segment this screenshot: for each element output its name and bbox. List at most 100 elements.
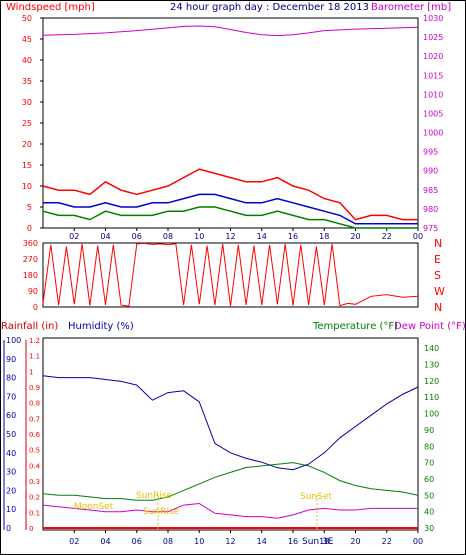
temperature-axis-title: Temperature (°F) (312, 321, 398, 332)
bottom-time-tick-label: 12 (225, 537, 235, 546)
wind-direction-line (42, 242, 419, 307)
bottom-time-tick-label: 14 (257, 537, 267, 546)
sunset-annotation: SunSet (300, 492, 332, 502)
bottom-time-tick-label: 04 (100, 537, 110, 546)
barometer-tick-label: 1000 (423, 129, 443, 138)
windspeed-tick-label: 50 (22, 14, 32, 23)
bottom-time-tick-label: 20 (350, 537, 360, 546)
rain-tick-label: 1 (29, 368, 33, 376)
direction-degree-tick-label: 360 (23, 239, 38, 248)
windspeed-tick-label: 0 (27, 224, 32, 233)
humidity-tick-label: 30 (6, 468, 16, 477)
barometer-tick-label: 1030 (423, 14, 443, 23)
barometer-tick-label: 1015 (423, 71, 443, 80)
bottom-time-tick-labels: 02 04 06 08 10 12 14 16 18 20 22 00 (69, 530, 423, 546)
barometer-tick-label: 980 (423, 205, 438, 214)
wind-time-tick-labels: 02 04 06 08 10 12 14 16 18 20 22 00 (69, 228, 423, 241)
humidity-line (42, 375, 419, 471)
windspeed-axis-title: Windspeed [mph] (6, 2, 95, 13)
barometer-tick-labels: 975 980 985 990 995 1000 1005 1010 1015 1020 1025 1… (423, 14, 443, 233)
temperature-tick-label: 140 (424, 344, 439, 353)
rain-tick-label: 0.8 (29, 400, 40, 408)
temperature-tick-labels: 30 40 50 60 70 80 90 100 110 120 130 140 (424, 344, 439, 533)
compass-letter: N (434, 237, 442, 250)
humidity-tick-label: 80 (6, 374, 16, 383)
humidity-tick-label: 50 (6, 430, 16, 439)
wind-time-tick-label: 12 (225, 232, 235, 241)
humidity-tick-label: 70 (6, 392, 16, 401)
barometer-tick-label: 1020 (423, 52, 443, 61)
windspeed-tick-label: 35 (22, 77, 32, 86)
humidity-tick-label: 100 (6, 336, 21, 345)
direction-series-group (42, 242, 419, 307)
humidity-tick-label: 0 (6, 524, 11, 533)
barometer-tick-label: 1025 (423, 33, 443, 42)
windspeed-tick-label: 5 (27, 203, 32, 212)
temperature-tick-label: 30 (424, 524, 434, 533)
wind-time-tick-label: 06 (132, 232, 142, 241)
rain-tick-label: 0.7 (29, 415, 40, 423)
temperature-tick-label: 50 (424, 491, 434, 500)
barometer-tick-label: 1005 (423, 109, 443, 118)
wind-time-tick-label: 10 (194, 232, 204, 241)
compass-letter: E (434, 253, 441, 266)
bottom-time-tick-label: 02 (69, 537, 79, 546)
temperature-tick-label: 80 (424, 442, 434, 451)
wind-series-group (42, 25, 419, 229)
rainfall-axis-title: Rainfall (in) (1, 321, 58, 332)
windspeed-tick-label: 10 (22, 182, 32, 191)
windspeed-tick-label: 20 (22, 140, 32, 149)
bottom-time-tick-label: 16 (288, 537, 298, 546)
rain-tick-label: 0.1 (29, 509, 40, 517)
compass-letter: W (434, 285, 445, 298)
barometer-tick-label: 990 (423, 167, 438, 176)
temperature-line (42, 462, 419, 501)
rain-tick-labels: 0 0.1 0.2 0.3 0.4 0.5 0.6 0.7 0.8 0.9 1 1.1 1.2 (29, 337, 41, 533)
graph-title: 24 hour graph day : December 18 2013 (170, 2, 369, 13)
humidity-axis-title: Humidity (%) (68, 321, 134, 332)
barometer-tick-label: 1010 (423, 90, 443, 99)
temperature-tick-label: 90 (424, 426, 434, 435)
wind-low-line (42, 206, 418, 229)
bottom-time-tick-label: 18 (319, 537, 329, 546)
bottom-time-tick-label: 00 (413, 537, 423, 546)
rain-tick-label: 0.6 (29, 431, 41, 439)
direction-degree-tick-label: 270 (23, 255, 38, 264)
wind-time-tick-label: 14 (257, 232, 267, 241)
humidity-tick-labels: 0 10 20 30 40 50 60 70 80 90 100 (6, 336, 21, 533)
temperature-tick-label: 130 (424, 361, 439, 370)
wind-barometer-plot-area (42, 17, 419, 229)
wind-time-tick-label: 00 (413, 232, 423, 241)
temperature-tick-label: 100 (424, 410, 439, 419)
humidity-tick-label: 60 (6, 411, 16, 420)
temperature-tick-label: 120 (424, 377, 439, 386)
rain-tick-label: 0.5 (29, 447, 40, 455)
rain-tick-label: 0.4 (29, 462, 41, 470)
direction-degree-tick-label: 180 (23, 271, 38, 280)
sunrise-annotation-2: SunRise (143, 507, 180, 517)
bottom-time-tick-label: 08 (163, 537, 173, 546)
windspeed-tick-label: 25 (22, 119, 32, 128)
humidity-tick-label: 40 (6, 449, 16, 458)
direction-degree-tick-labels: 0 90 180 270 360 (23, 239, 38, 312)
temperature-tick-label: 60 (424, 475, 434, 484)
suns-label: Sun 3E (302, 537, 334, 547)
temperature-tick-label: 110 (424, 393, 439, 402)
humidity-tick-label: 20 (6, 486, 16, 495)
windspeed-tick-label: 30 (22, 98, 32, 107)
temperature-tick-label: 40 (424, 508, 434, 517)
rain-tick-label: 0.3 (29, 478, 40, 486)
humidity-tick-label: 10 (6, 505, 16, 514)
barometer-axis-title: Barometer [mb] (371, 2, 451, 13)
compass-letter: S (434, 269, 441, 282)
windspeed-tick-labels: 0 5 10 15 20 25 30 35 40 45 50 (22, 14, 43, 233)
bottom-time-tick-label: 22 (382, 537, 392, 546)
moonset-annotation: MoonSet (74, 502, 114, 512)
windspeed-tick-label: 45 (22, 35, 32, 44)
humidity-temp-series-group (42, 375, 419, 529)
